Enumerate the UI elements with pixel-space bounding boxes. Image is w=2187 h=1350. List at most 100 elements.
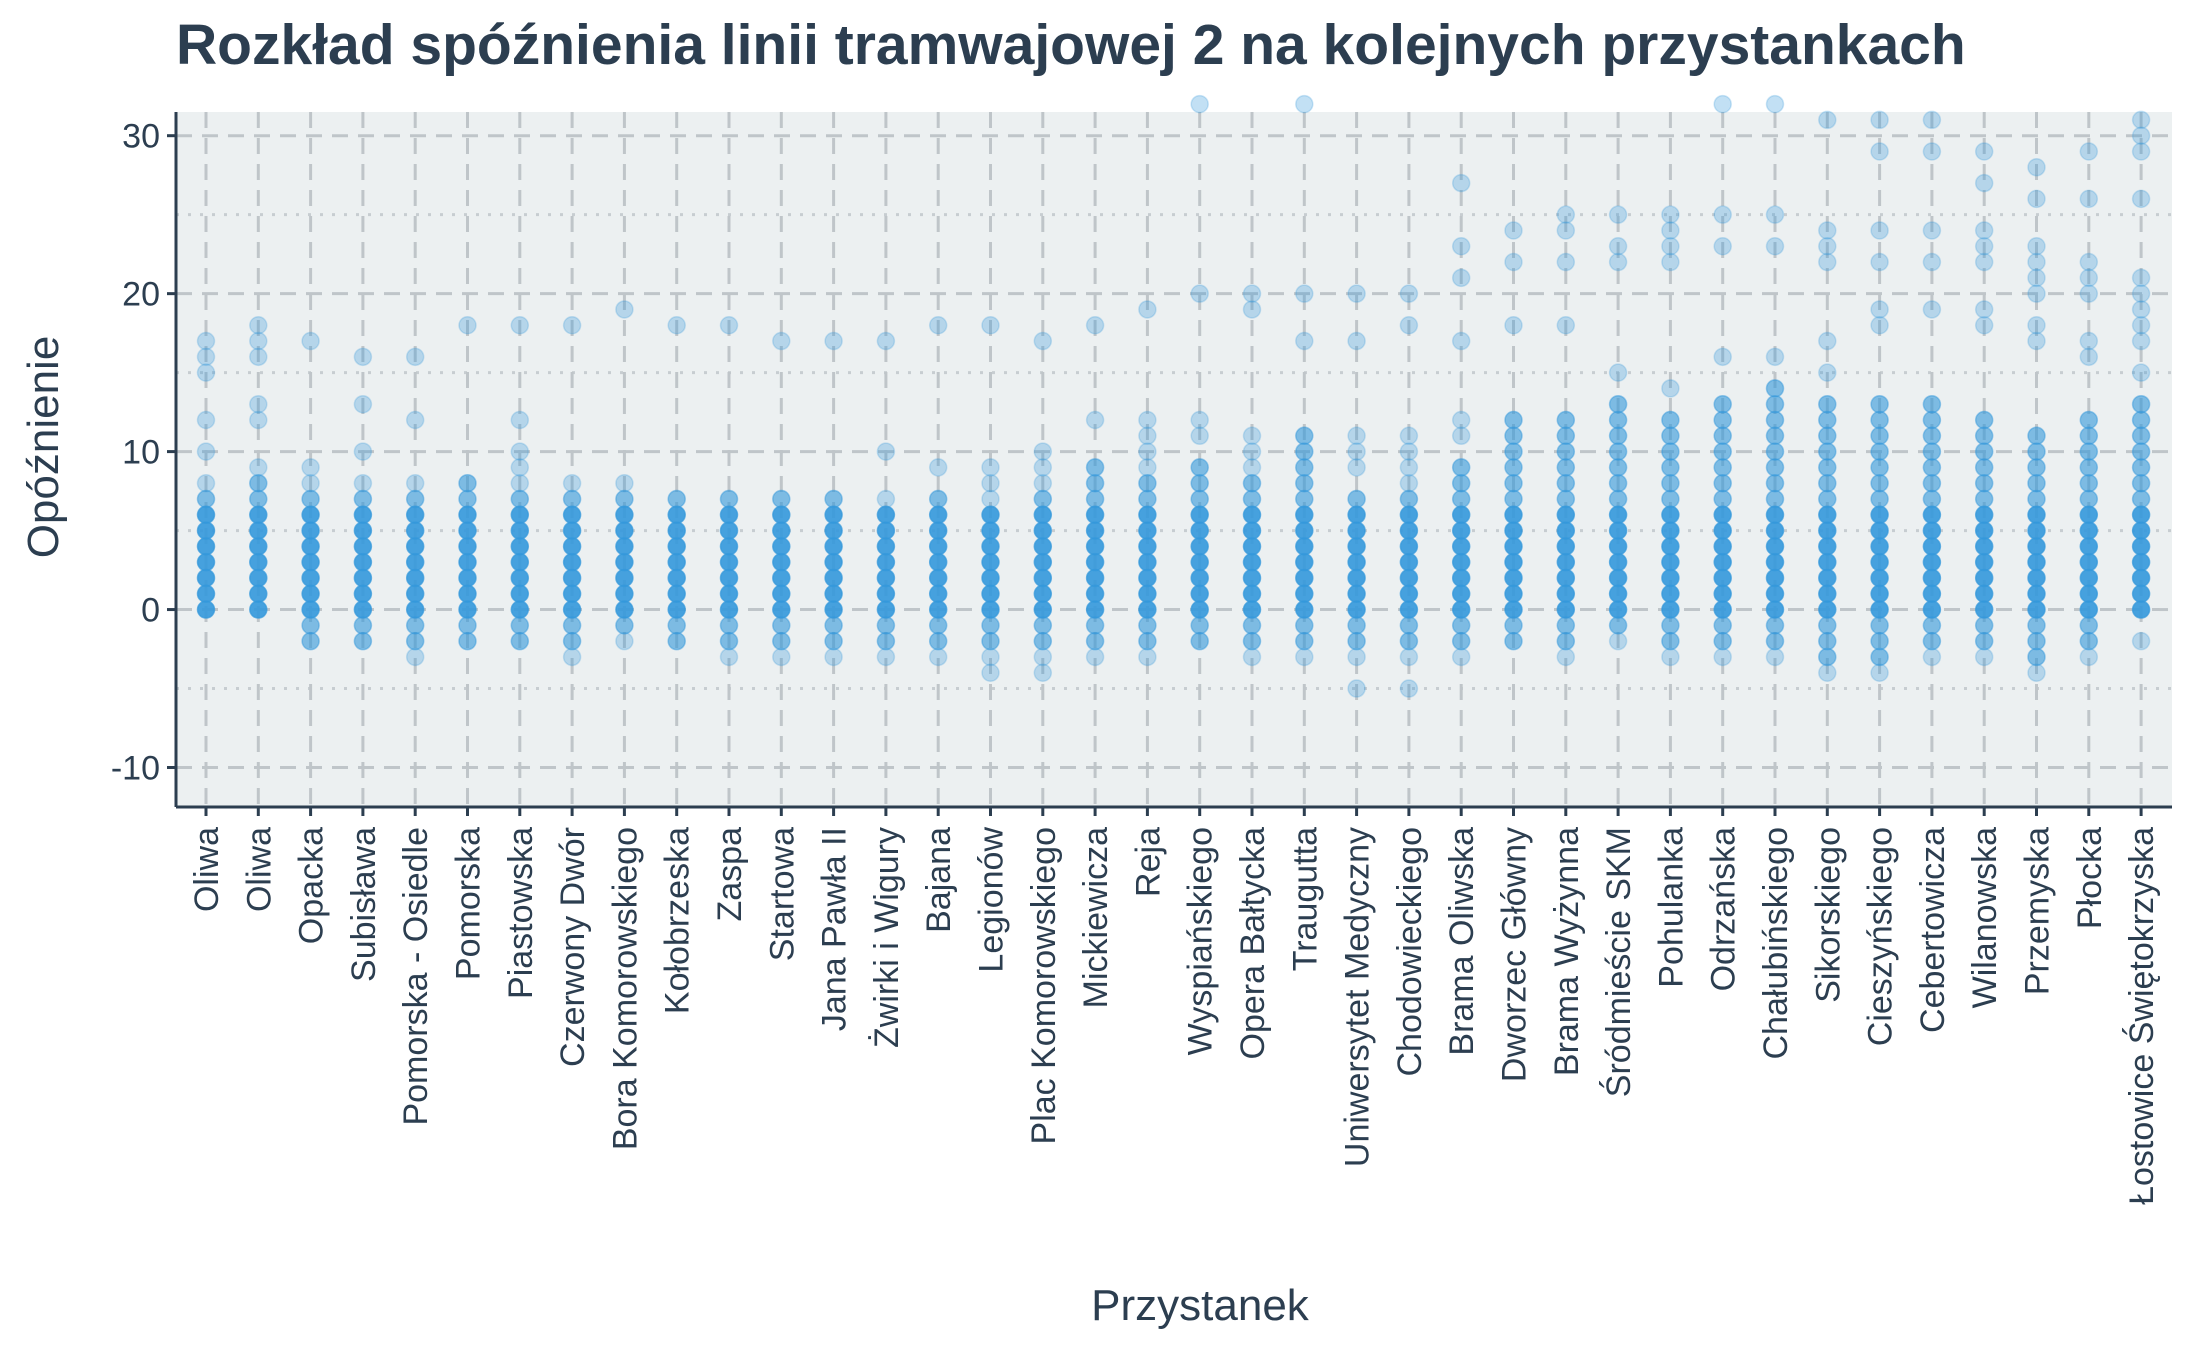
scatter-point xyxy=(1974,442,1994,461)
scatter-point xyxy=(1870,663,1889,682)
scatter-point xyxy=(2027,600,2046,619)
scatter-point xyxy=(1713,584,1732,604)
scatter-point xyxy=(1713,552,1732,572)
scatter-point xyxy=(510,537,530,556)
scatter-point xyxy=(2131,363,2151,382)
scatter-point xyxy=(1765,94,1785,114)
scatter-point xyxy=(1818,110,1837,130)
scatter-point xyxy=(1818,426,1837,446)
scatter-point xyxy=(249,537,268,556)
scatter-point xyxy=(1974,647,1994,667)
scatter-point xyxy=(1713,616,1732,635)
scatter-point xyxy=(1295,631,1314,651)
scatter-point xyxy=(1085,505,1105,525)
scatter-point xyxy=(2079,458,2099,477)
scatter-point xyxy=(719,584,739,604)
scatter-point xyxy=(876,331,896,351)
scatter-point xyxy=(1242,584,1262,604)
scatter-point xyxy=(1765,347,1785,367)
scatter-point xyxy=(301,600,320,619)
scatter-point xyxy=(1033,584,1053,604)
scatter-point xyxy=(2131,537,2151,556)
scatter-point xyxy=(1033,616,1053,635)
scatter-point xyxy=(772,505,791,525)
scatter-point xyxy=(1818,631,1837,651)
scatter-point xyxy=(615,616,634,635)
scatter-point xyxy=(824,552,843,572)
scatter-point xyxy=(1713,537,1732,556)
scatter-point xyxy=(1451,331,1471,351)
scatter-point xyxy=(1608,568,1628,588)
scatter-point xyxy=(405,521,425,540)
scatter-point xyxy=(1295,458,1314,477)
scatter-point xyxy=(1451,584,1471,604)
plot-background xyxy=(176,112,2172,807)
scatter-point xyxy=(1451,473,1471,493)
scatter-point xyxy=(667,552,686,572)
scatter-point xyxy=(928,600,948,619)
scatter-point xyxy=(1138,458,1157,477)
x-tick-label: Żwirki i Wigury xyxy=(868,827,906,1048)
scatter-point xyxy=(1870,568,1889,588)
scatter-point xyxy=(1085,600,1105,619)
scatter-point xyxy=(2131,268,2151,288)
scatter-point xyxy=(615,600,634,619)
scatter-point xyxy=(510,584,530,604)
scatter-point xyxy=(2079,647,2099,667)
scatter-point xyxy=(1347,631,1366,651)
x-tick-labels: Oliwa Oliwa Opacka Subisława Pomorska - Osie… xyxy=(188,827,2161,1205)
scatter-point xyxy=(719,631,739,651)
scatter-point xyxy=(1974,489,1994,509)
scatter-point xyxy=(1974,252,1994,272)
scatter-point xyxy=(2079,584,2099,604)
data-points xyxy=(196,94,2151,698)
scatter-point xyxy=(1295,284,1314,303)
scatter-point xyxy=(981,537,1000,556)
scatter-point xyxy=(1504,315,1523,335)
scatter-point xyxy=(1138,552,1157,572)
scatter-point xyxy=(824,331,843,351)
scatter-point xyxy=(249,584,268,604)
scatter-point xyxy=(1556,616,1576,635)
scatter-point xyxy=(719,505,739,525)
scatter-point xyxy=(1556,410,1576,430)
scatter-point xyxy=(1347,600,1366,619)
scatter-point xyxy=(1661,600,1680,619)
scatter-point xyxy=(1033,521,1053,540)
scatter-point xyxy=(1922,410,1942,430)
scatter-point xyxy=(928,631,948,651)
scatter-point xyxy=(353,442,373,461)
scatter-point xyxy=(1870,537,1889,556)
scatter-point xyxy=(1922,521,1942,540)
scatter-point xyxy=(1085,521,1105,540)
scatter-point xyxy=(510,521,530,540)
scatter-point xyxy=(249,410,268,430)
scatter-point xyxy=(1399,552,1419,572)
scatter-point xyxy=(458,584,477,604)
scatter-point xyxy=(510,315,530,335)
scatter-point xyxy=(928,537,948,556)
x-tick-label: Dworzec Główny xyxy=(1496,827,1534,1082)
scatter-point xyxy=(1451,458,1471,477)
scatter-point xyxy=(615,521,634,540)
x-tick-label: Pohulanka xyxy=(1652,827,1690,988)
scatter-point xyxy=(1347,647,1366,667)
scatter-point xyxy=(1242,552,1262,572)
scatter-point xyxy=(353,584,373,604)
scatter-point xyxy=(1085,537,1105,556)
scatter-point xyxy=(928,568,948,588)
scatter-point xyxy=(1504,584,1523,604)
scatter-point xyxy=(1661,252,1680,272)
scatter-point xyxy=(1556,600,1576,619)
y-tick-labels: -10 0 10 20 30 xyxy=(111,118,160,788)
scatter-point xyxy=(1556,315,1576,335)
scatter-point xyxy=(301,489,320,509)
scatter-point xyxy=(1974,616,1994,635)
scatter-point xyxy=(1138,647,1157,667)
scatter-point xyxy=(876,521,896,540)
x-tick-label: Śródmieście SKM xyxy=(1599,827,1638,1097)
scatter-point xyxy=(2131,126,2151,145)
scatter-point xyxy=(1190,616,1209,635)
scatter-point xyxy=(2131,584,2151,604)
